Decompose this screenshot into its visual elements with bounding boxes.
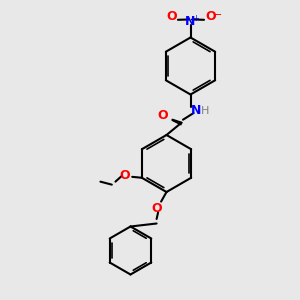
Text: +: +	[193, 14, 199, 23]
Text: O: O	[158, 109, 168, 122]
Text: −: −	[213, 10, 222, 20]
Text: O: O	[166, 10, 177, 23]
Text: O: O	[119, 169, 130, 182]
Text: N: N	[185, 15, 196, 28]
Text: O: O	[205, 10, 216, 23]
Text: N: N	[191, 104, 201, 117]
Text: H: H	[201, 106, 209, 116]
Text: O: O	[152, 202, 162, 215]
